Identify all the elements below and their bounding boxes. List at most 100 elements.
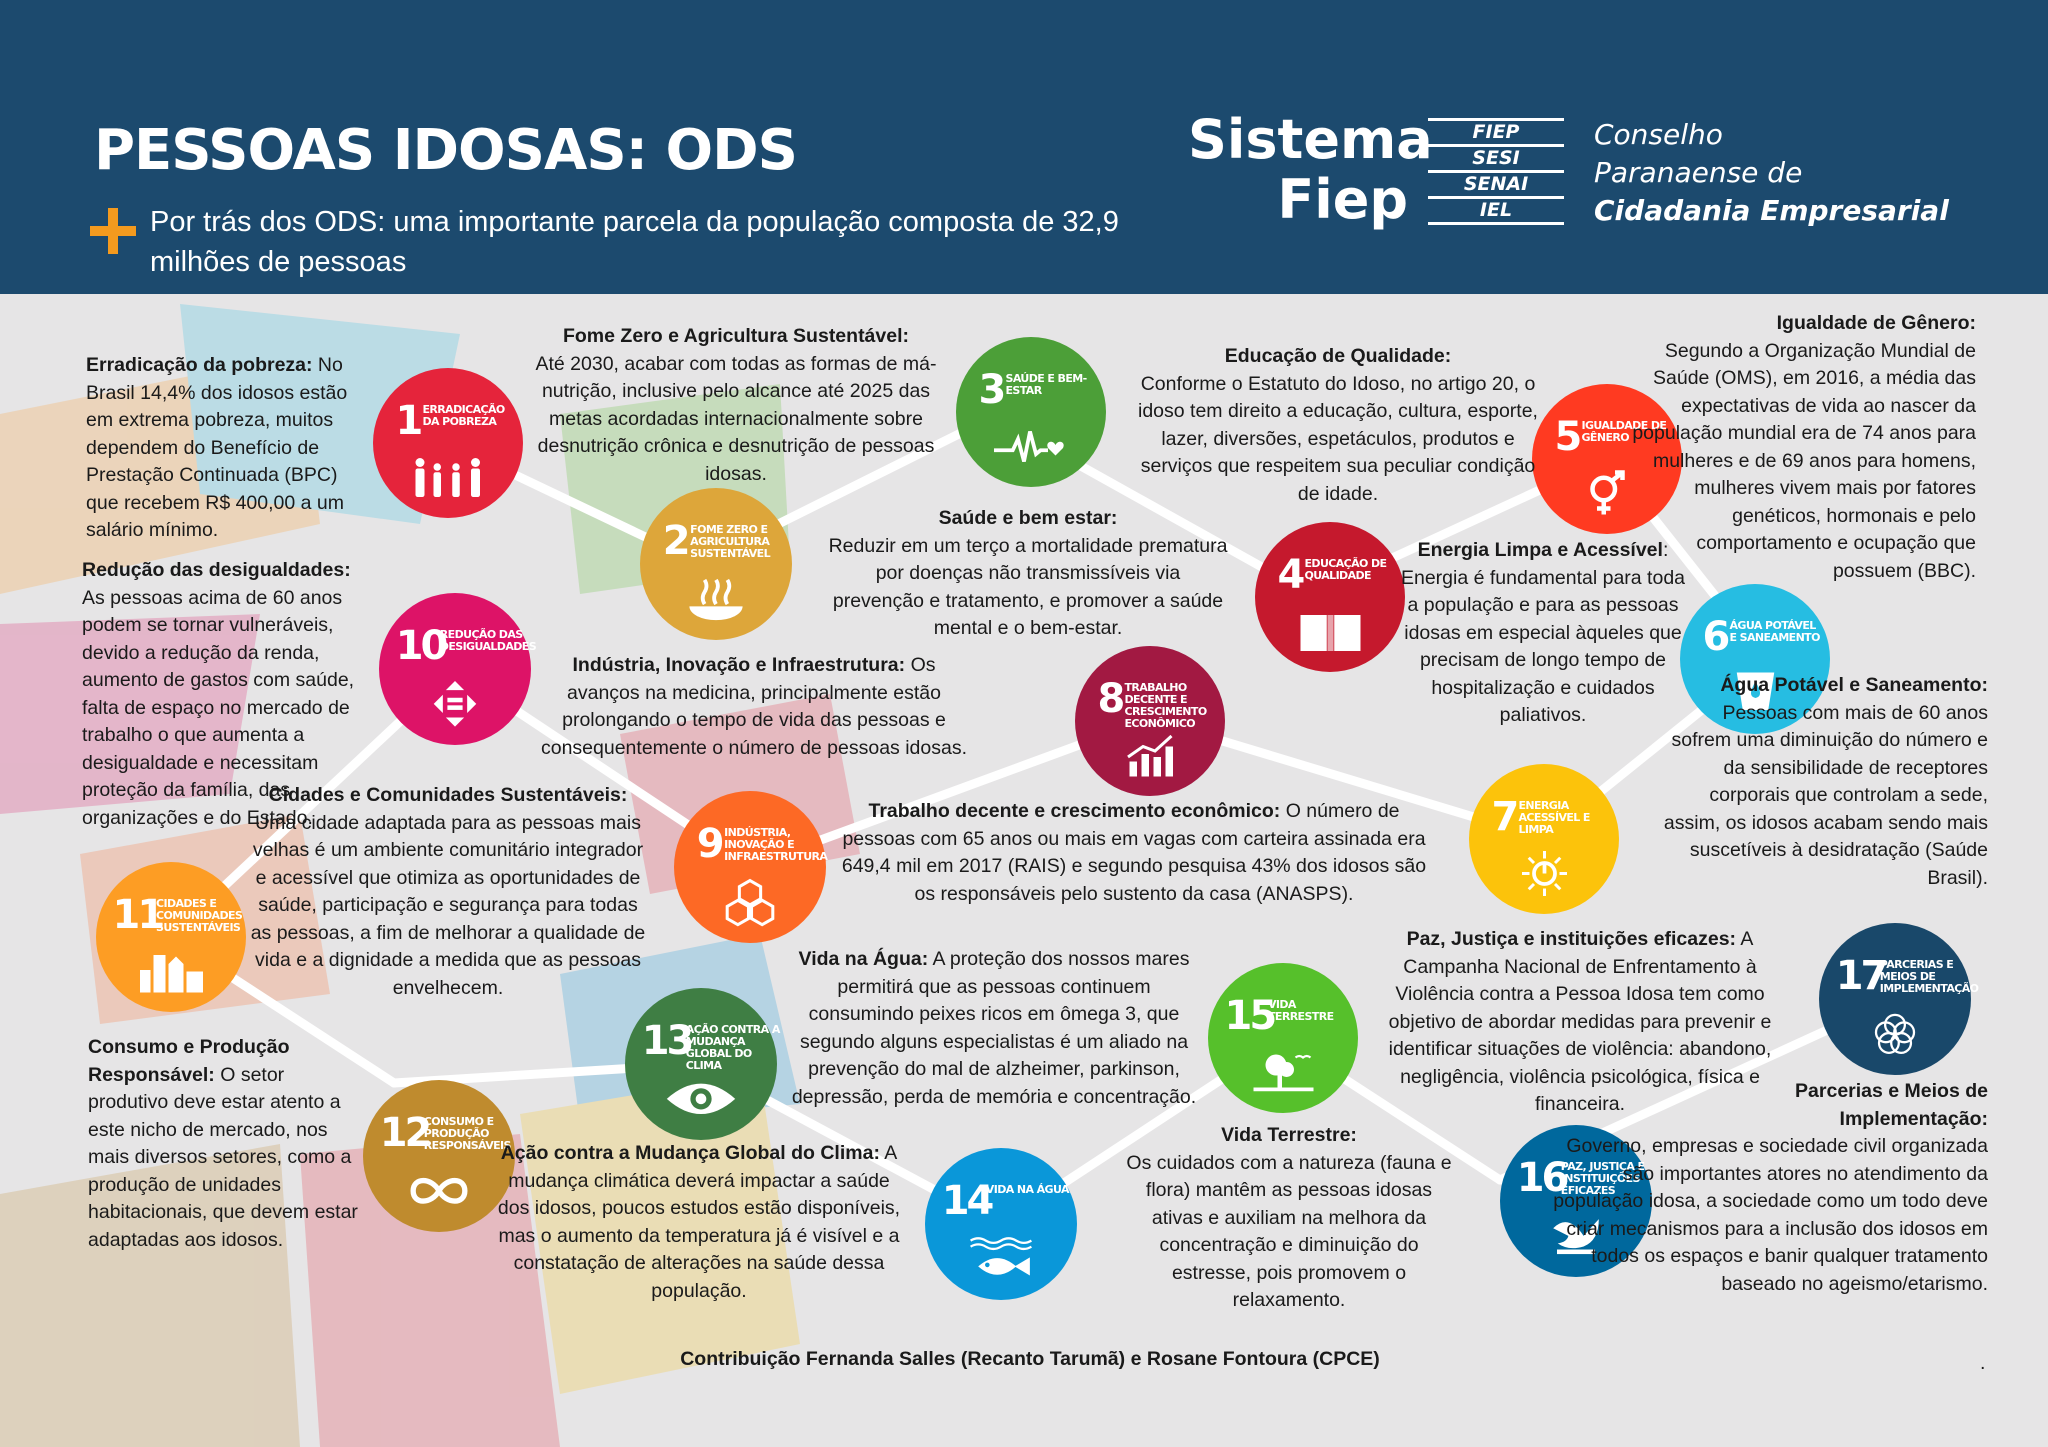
ods-11-icon: 11 CIDADES E COMUNIDADES SUSTENTÁVEIS <box>96 862 246 1012</box>
text-ods-16-title: Paz, Justiça e instituições eficazes: <box>1406 928 1737 950</box>
text-ods-3: Saúde e bem estar: Reduzir em um terço a … <box>828 505 1228 643</box>
ods-14-label: VIDA NA ÁGUA <box>985 1183 1070 1197</box>
text-ods-16: Paz, Justiça e instituições eficazes: A … <box>1374 926 1786 1119</box>
eye-globe-icon <box>666 1083 736 1115</box>
cubes-icon <box>725 878 775 927</box>
heartbeat-icon <box>993 431 1064 462</box>
text-ods-8: Trabalho decente e crescimento econômico… <box>834 798 1434 908</box>
text-ods-3-body: Reduzir em um terço a mortalidade premat… <box>828 534 1228 640</box>
text-ods-8-body: O número de pessoas com 65 anos ou mais … <box>841 800 1427 905</box>
text-ods-11-title: Cidades e Comunidades Sustentáveis: <box>268 784 628 806</box>
ods-9-icon: 9 INDÚSTRIA, INOVAÇÃO E INFRAESTRUTURA <box>674 791 828 943</box>
footer-credit: Contribuição Fernanda Salles (Recanto Ta… <box>680 1348 1380 1370</box>
background-sdg-wheel <box>0 304 860 1447</box>
ods-11-label: CIDADES E COMUNIDADES SUSTENTÁVEIS <box>156 897 243 934</box>
ods-14-icon: 14 VIDA NA ÁGUA <box>925 1148 1077 1300</box>
ods-11-number: 11 <box>112 892 166 938</box>
ods-1-icon: 1 ERRADICAÇÃO DA POBREZA <box>373 368 523 518</box>
text-ods-4: Educação de Qualidade: Conforme o Estatut… <box>1128 343 1548 508</box>
ods-6-icon: 6 ÁGUA POTÁVEL E SANEAMENTO <box>1680 584 1830 734</box>
ods-3-number: 3 <box>978 367 1007 413</box>
ods-13-number: 13 <box>641 1018 695 1065</box>
logo-entity-iel: IEL <box>1428 196 1564 225</box>
text-ods-15-title: Vida Terrestre: <box>1221 1124 1357 1146</box>
page-title: PESSOAS IDOSAS: ODS <box>94 118 798 183</box>
ods-17-icon: 17 PARCERIAS E MEIOS DE IMPLEMENTAÇÃO <box>1819 923 1979 1075</box>
fish-icon <box>970 1237 1032 1276</box>
text-ods-4-title: Educação de Qualidade: <box>1224 345 1452 367</box>
infinity-icon <box>410 1178 468 1204</box>
text-ods-10-body: As pessoas acima de 60 anos podem se tor… <box>82 586 355 829</box>
logo-entities: FIEP SESI SENAI IEL <box>1428 118 1564 225</box>
text-ods-9-body: Os avanços na medicina, principalmente e… <box>540 654 968 759</box>
logo-organization: Conselho Paranaense de Cidadania Empresa… <box>1594 116 1994 230</box>
text-ods-4-body: Conforme o Estatuto do Idoso, no artigo … <box>1138 372 1538 505</box>
ods-16-icon: 16 PAZ, JUSTIÇA E INSTITUIÇÕES EFICAZES <box>1500 1125 1652 1277</box>
text-ods-2: Fome Zero e Agricultura Sustentável: Até … <box>534 323 938 488</box>
gender-icon <box>1589 470 1625 515</box>
text-ods-5: Igualdade de Gênero: Segundo a Organizaçã… <box>1630 310 1976 585</box>
text-ods-8-title: Trabalho decente e crescimento econômico… <box>868 800 1281 822</box>
ods-15-icon: 15 VIDA TERRESTRE <box>1208 963 1358 1113</box>
ods-4-icon: 4 EDUCAÇÃO DE QUALIDADE <box>1255 522 1405 672</box>
ods-1-number: 1 <box>395 398 424 444</box>
text-ods-10: Redução das desigualdades: As pessoas aci… <box>82 557 382 832</box>
text-ods-7-title: Energia Limpa e Acessível <box>1417 539 1663 561</box>
ods-7-icon: 7 ENERGIA ACESSÍVEL E LIMPA <box>1469 764 1619 914</box>
ods-4-number: 4 <box>1277 552 1306 598</box>
sun-power-icon <box>1521 851 1567 896</box>
ods-12-label: CONSUMO E PRODUÇÃO RESPONSÁVEIS <box>423 1115 512 1153</box>
text-ods-1-body: No Brasil 14,4% dos idosos estão em extr… <box>86 354 348 541</box>
logo-org-line-1: Conselho <box>1594 118 1723 151</box>
ods-5-icon: 5 IGUALDADE DE GÊNERO <box>1532 384 1682 534</box>
text-ods-14: Vida na Água: A proteção dos nossos mare… <box>784 946 1204 1111</box>
text-ods-6-body: Pessoas com mais de 60 anos sofrem uma d… <box>1663 701 1988 889</box>
family-icon <box>415 458 480 497</box>
text-ods-15: Vida Terrestre: Os cuidados com a naturez… <box>1124 1122 1454 1315</box>
ods-17-number: 17 <box>1835 953 1889 1000</box>
ods-2-label: FOME ZERO E AGRICULTURA SUSTENTÁVEL <box>690 523 771 561</box>
ods-7-number: 7 <box>1491 794 1520 840</box>
text-ods-1: Erradicação da pobreza: No Brasil 14,4% … <box>86 352 370 545</box>
text-ods-5-body: Segundo a Organização Mundial de Saúde (… <box>1632 339 1976 582</box>
text-ods-13-title: Ação contra a Mudança Global do Clima: <box>500 1142 880 1164</box>
logo-sistema-fiep: Sistema Fiep <box>1188 108 1433 230</box>
text-ods-17-title: Parcerias e Meios de Implementação: <box>1795 1080 1988 1130</box>
text-ods-5-title: Igualdade de Gênero: <box>1776 312 1976 334</box>
text-ods-7: Energia Limpa e Acessível: Energia é fun… <box>1398 537 1688 730</box>
ods-6-number: 6 <box>1702 614 1731 660</box>
ods-4-label: EDUCAÇÃO DE QUALIDADE <box>1304 557 1388 582</box>
ods-5-number: 5 <box>1554 414 1583 460</box>
text-ods-13: Ação contra a Mudança Global do Clima: A… <box>494 1140 904 1305</box>
ods-8-number: 8 <box>1097 676 1126 722</box>
ods-15-label: VIDA TERRESTRE <box>1268 998 1334 1023</box>
ods-9-label: INDÚSTRIA, INOVAÇÃO E INFRAESTRUTURA <box>724 826 828 864</box>
text-ods-6: Água Potável e Saneamento: Pessoas com ma… <box>1658 672 1988 892</box>
plus-icon <box>90 208 136 254</box>
text-ods-12: Consumo e Produção Responsável: O setor … <box>88 1034 360 1254</box>
text-ods-2-title: Fome Zero e Agricultura Sustentável: <box>562 325 910 347</box>
logo-org-line-3: Cidadania Empresarial <box>1594 194 1949 227</box>
footer-dot: . <box>1980 1352 1986 1374</box>
ods-8-label: TRABALHO DECENTE E CRESCIMENTO ECONÔMICO <box>1124 681 1208 730</box>
ods-13-label: AÇÃO CONTRA A MUDANÇA GLOBAL DO CLIMA <box>685 1023 781 1073</box>
ods-8-icon: 8 TRABALHO DECENTE E CRESCIMENTO ECONÔMI… <box>1075 646 1225 796</box>
logo-entity-fiep: FIEP <box>1428 118 1564 144</box>
logo-main-line-1: Sistema <box>1188 108 1433 171</box>
equality-icon <box>433 681 477 727</box>
tree-icon <box>1253 1054 1313 1092</box>
text-ods-13-body: A mudança climática deverá impactar a sa… <box>497 1142 901 1302</box>
ods-3-label: SAÚDE E BEM-ESTAR <box>1005 372 1088 397</box>
ods-17-label: PARCERIAS E MEIOS DE IMPLEMENTAÇÃO <box>1879 958 1979 996</box>
ods-10-number: 10 <box>395 623 449 670</box>
text-ods-1-title: Erradicação da pobreza: <box>86 354 313 376</box>
ods-5-label: IGUALDADE DE GÊNERO <box>1581 419 1667 444</box>
text-ods-9: Indústria, Inovação e Infraestrutura: Os… <box>540 652 968 762</box>
book-icon <box>1300 615 1360 651</box>
text-ods-11-body: Uma cidade adaptada para as pessoas mais… <box>250 811 646 999</box>
text-ods-17-body: Governo, empresas e sociedade civil orga… <box>1553 1135 1988 1295</box>
text-ods-15-body: Os cuidados com a natureza (fauna e flor… <box>1126 1151 1452 1312</box>
buildings-icon <box>139 955 203 993</box>
ods-16-number: 16 <box>1516 1155 1570 1202</box>
ods-14-number: 14 <box>941 1178 995 1225</box>
